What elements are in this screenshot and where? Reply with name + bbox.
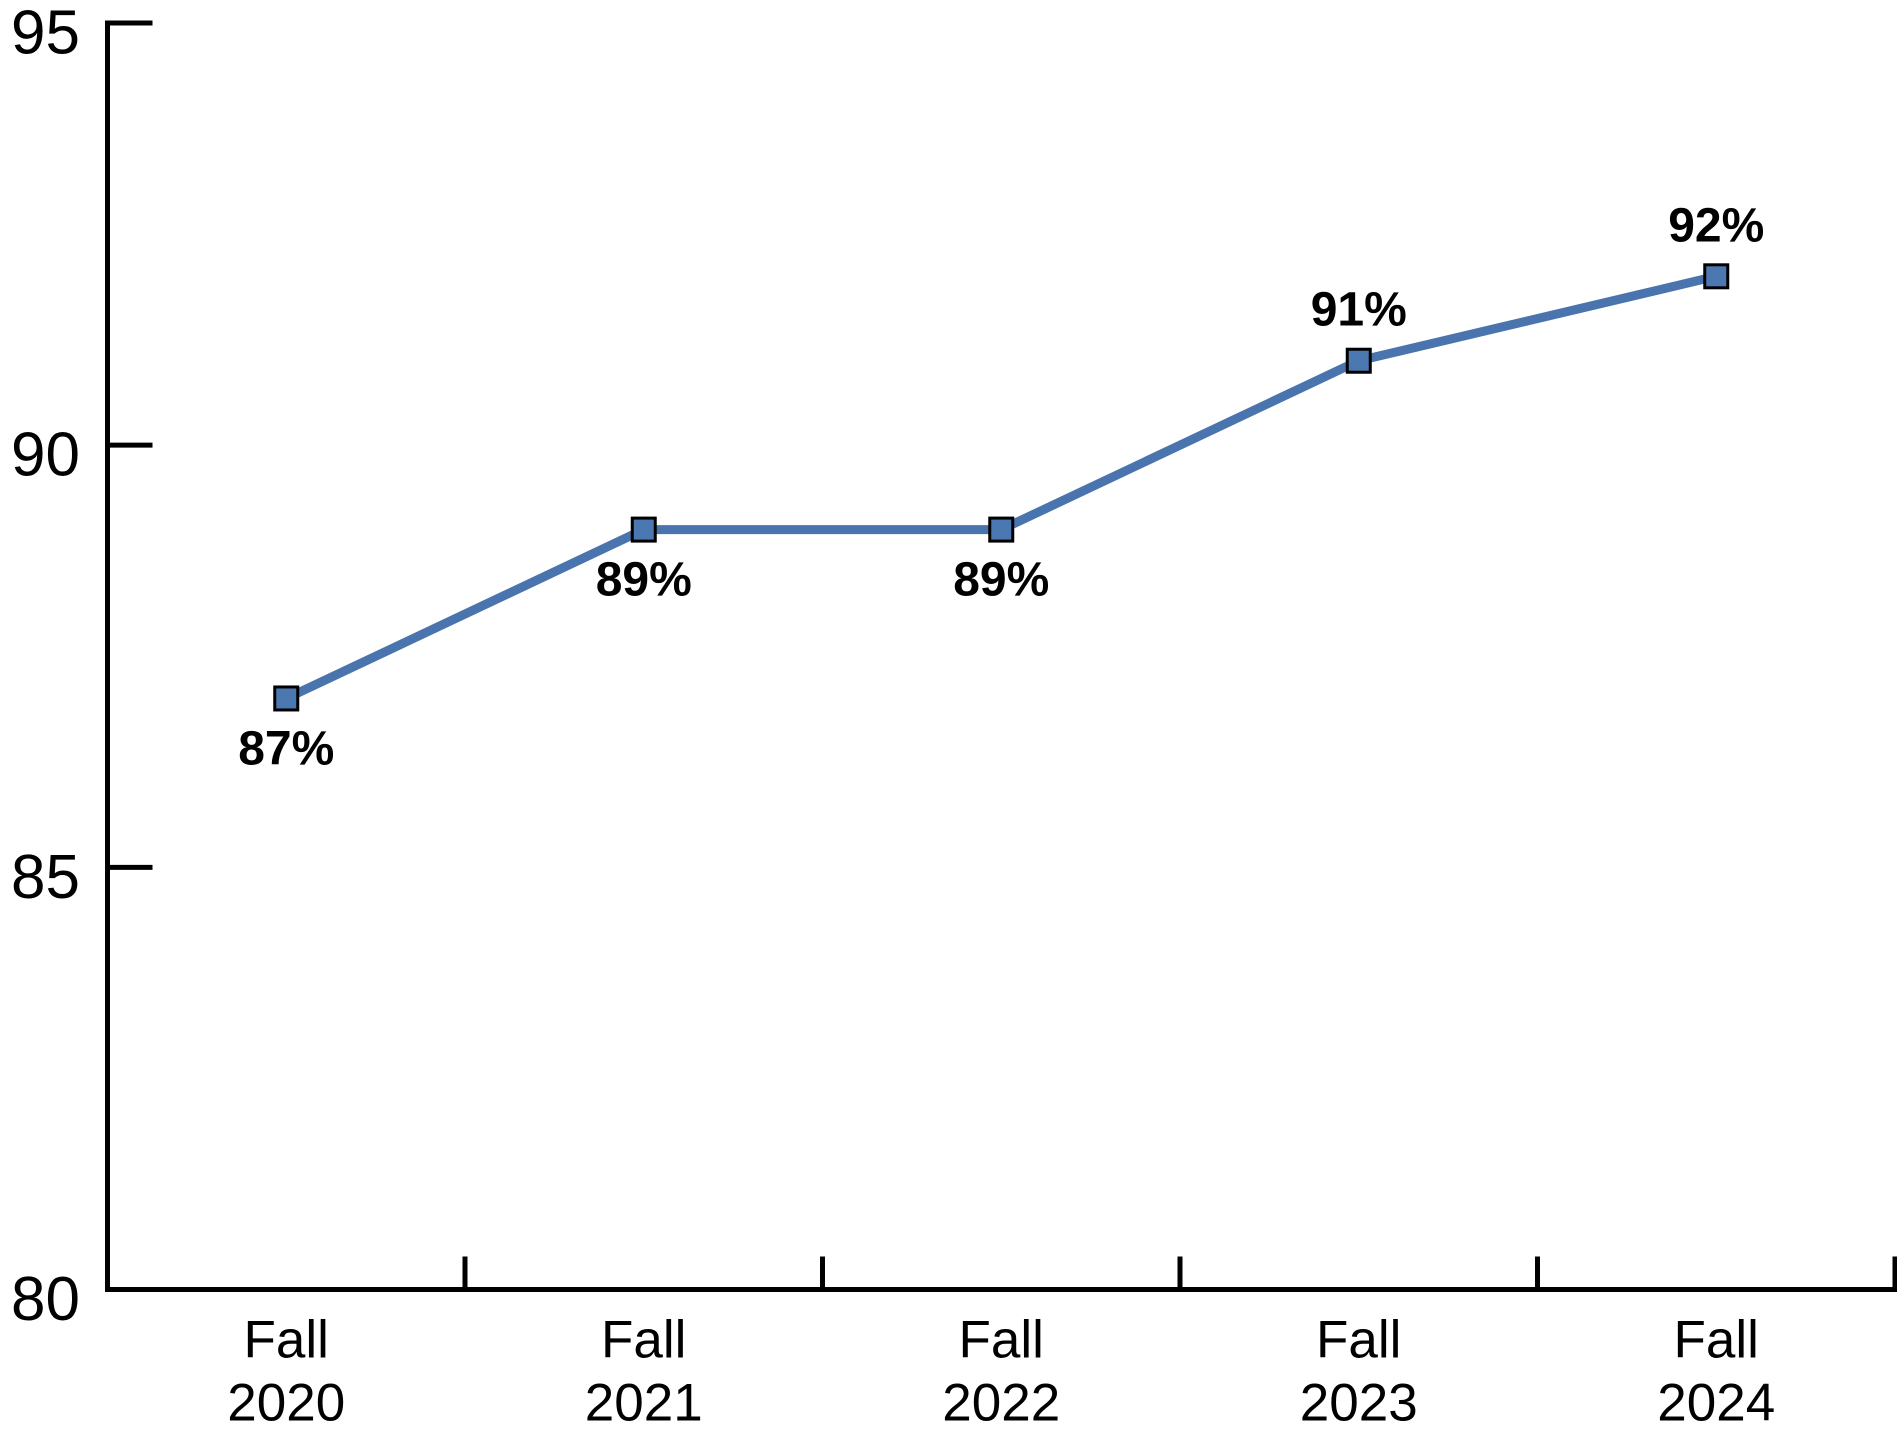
data-point-label: 89%: [596, 554, 692, 607]
x-axis-category-label: Fall 2020: [227, 1311, 345, 1433]
data-point-label: 87%: [238, 722, 334, 775]
data-point-label: 91%: [1311, 284, 1407, 337]
series-line: [281, 271, 1721, 703]
y-axis-tick-label: 90: [11, 421, 80, 490]
data-point-label: 92%: [1668, 199, 1764, 252]
y-axis-tick-label: 80: [11, 1265, 80, 1334]
x-axis-category-label: Fall 2023: [1300, 1311, 1418, 1433]
y-axis-tick-label: 85: [11, 843, 80, 912]
data-point-marker: [988, 516, 1015, 543]
x-axis-category-label: Fall 2022: [942, 1311, 1060, 1433]
data-point-marker: [630, 516, 657, 543]
data-point-marker: [1703, 263, 1730, 290]
y-axis-tick-label: 95: [11, 0, 80, 68]
data-point-marker: [1345, 347, 1372, 374]
data-point-label: 89%: [953, 554, 1049, 607]
data-point-marker: [273, 685, 300, 712]
x-axis-category-label: Fall 2021: [585, 1311, 703, 1433]
x-axis-category-label: Fall 2024: [1657, 1311, 1775, 1433]
